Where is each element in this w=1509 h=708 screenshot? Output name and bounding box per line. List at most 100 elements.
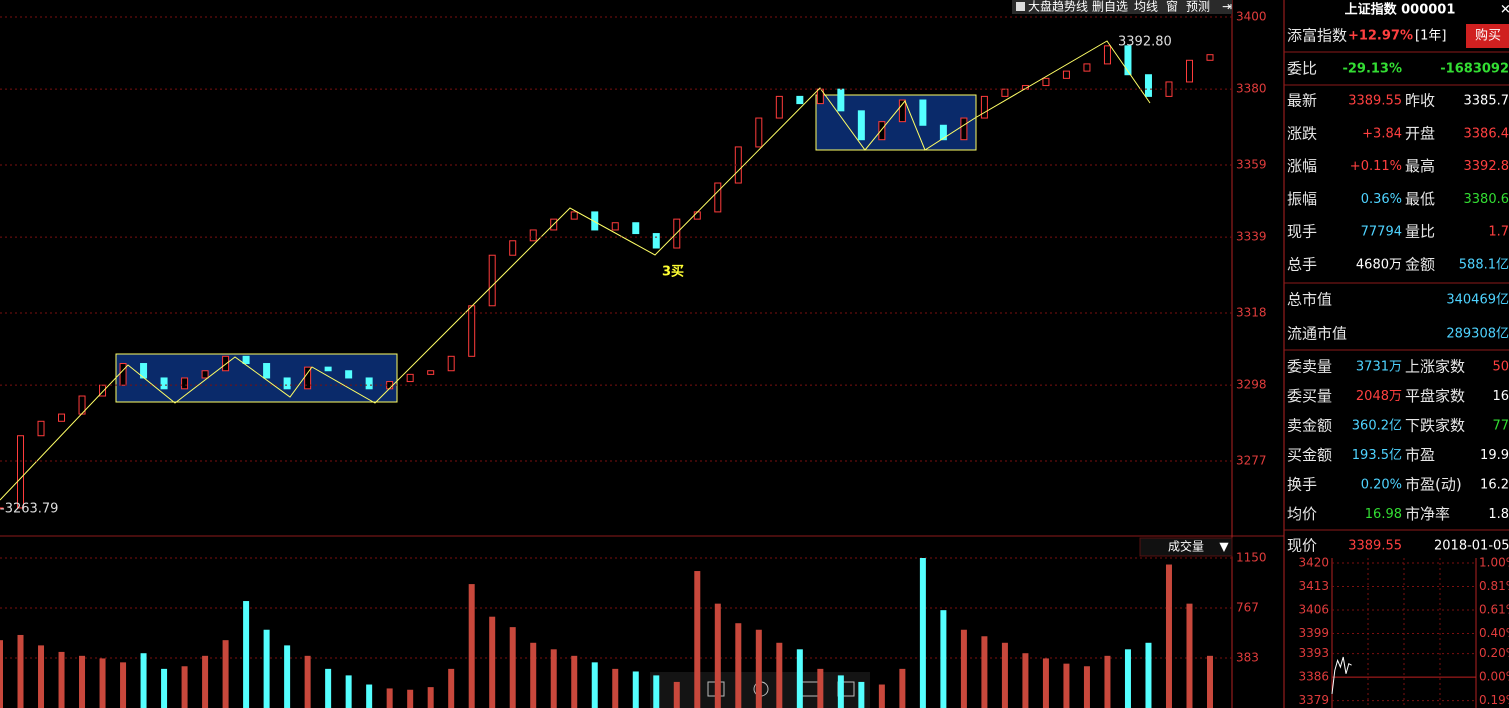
y-tick-label: 1150: [1236, 551, 1267, 565]
quote-value: 4680万: [1356, 258, 1402, 273]
quote-label: 均价: [1287, 505, 1317, 523]
candle: [406, 373, 414, 383]
checkbox[interactable]: [1016, 2, 1025, 11]
quote-title: 上证指数 000001: [1345, 2, 1456, 18]
candle: [304, 366, 312, 390]
quote-label: 总市值: [1287, 291, 1332, 309]
candle: [58, 413, 66, 422]
volume-bar: [1165, 564, 1172, 708]
volume-bar: [161, 668, 168, 708]
y-tick-label: 3399: [1298, 626, 1329, 640]
quote-value: 289308亿: [1446, 327, 1509, 342]
y-tick-label: 3277: [1236, 453, 1267, 467]
candle: [427, 370, 435, 375]
now-date: 2018-01-05,五: [1434, 539, 1509, 554]
toolbar-button[interactable]: 窗: [1166, 0, 1178, 14]
quote-label: 涨幅: [1287, 157, 1317, 175]
candle: [529, 229, 537, 242]
candle: [1124, 45, 1132, 76]
annotation: 3392.80: [1118, 35, 1172, 50]
toolbar-icon[interactable]: ⇥: [1222, 0, 1232, 14]
candle: [611, 222, 619, 231]
volume-bar: [222, 640, 229, 708]
buy-button[interactable]: [1466, 24, 1509, 48]
candle: [878, 121, 886, 141]
ratio-value: -29.13%: [1342, 62, 1402, 77]
quote-value: +3.84: [1362, 126, 1402, 141]
volume-bar: [0, 640, 3, 708]
fund-value: +12.97%: [1348, 29, 1413, 44]
volume-bar: [448, 668, 455, 708]
y-tick-label: 767: [1236, 600, 1259, 614]
quote-value: 193.5亿: [1352, 448, 1402, 463]
candle: [898, 99, 906, 123]
volume-bar: [1001, 642, 1008, 708]
candle: [939, 124, 947, 141]
y-tick-label: 3339: [1236, 230, 1267, 244]
candle: [714, 182, 722, 213]
volume-bar: [530, 642, 537, 708]
ratio-label: 委比: [1287, 60, 1317, 78]
y-tick-label: 3400: [1236, 9, 1267, 23]
toolbar-button[interactable]: 均线: [1134, 0, 1158, 14]
candle: [857, 110, 865, 141]
fund-period: [1年]: [1415, 29, 1446, 44]
volume-bar: [776, 642, 783, 708]
candle: [17, 435, 25, 509]
quote-label: 最高: [1405, 157, 1435, 175]
quote-label: 金额: [1405, 256, 1435, 274]
indicator-name: 成交量: [1168, 539, 1204, 554]
toolbar: [1012, 0, 1232, 14]
candle: [796, 95, 804, 105]
volume-bar: [38, 645, 45, 708]
pct-label: 0.61%: [1479, 603, 1509, 617]
quote-value: 1.7: [1488, 225, 1509, 240]
candle: [1062, 70, 1070, 79]
y-tick-label: 3298: [1236, 378, 1267, 392]
candle: [837, 88, 845, 112]
quote-value: 77: [1492, 419, 1509, 434]
consolidation-box: [815, 94, 977, 151]
volume-bar: [735, 623, 742, 708]
now-label: 现价: [1287, 537, 1317, 555]
quote-value: 3386.4: [1464, 126, 1509, 141]
volume-bar: [243, 601, 250, 708]
volume-bar: [468, 584, 475, 708]
volume-bar: [1104, 655, 1111, 708]
pct-label: 0.40%: [1479, 626, 1509, 640]
volume-bar: [325, 668, 332, 708]
volume-bar: [1145, 642, 1152, 708]
close-button[interactable]: ✕: [1500, 3, 1509, 18]
quote-label: 振幅: [1287, 190, 1317, 208]
candle: [570, 211, 578, 220]
quote-value: 3385.7: [1464, 94, 1509, 109]
volume-bar: [407, 689, 414, 708]
candle: [1042, 77, 1050, 87]
ratio-volume: -1683092: [1440, 62, 1509, 77]
volume-bar: [386, 688, 393, 708]
volume-bar: [99, 658, 106, 708]
volume-bar: [571, 655, 578, 708]
toolbar-button[interactable]: 大盘趋势线: [1028, 0, 1088, 14]
y-tick-label: 3318: [1236, 305, 1267, 319]
volume-bar: [694, 571, 701, 708]
buy-button-label[interactable]: 购买: [1475, 28, 1501, 44]
quote-value: 19.9: [1480, 448, 1509, 463]
dropdown-arrow[interactable]: ▼: [1219, 540, 1229, 554]
candle: [365, 377, 373, 390]
trend-line: [0, 40, 1151, 501]
quote-value: 0.20%: [1361, 478, 1402, 493]
volume-bar: [366, 684, 373, 708]
quote-label: 市净率: [1405, 505, 1450, 523]
quote-value: 16.2: [1480, 478, 1509, 493]
toolbar-button[interactable]: 删自选: [1092, 0, 1128, 14]
candle: [919, 99, 927, 126]
quote-label: 市盈: [1405, 446, 1435, 464]
volume-bar: [714, 603, 721, 708]
indicator-select[interactable]: [1139, 537, 1233, 557]
toolbar-button[interactable]: 预测: [1186, 0, 1210, 14]
candle: [652, 233, 660, 249]
candle: [980, 95, 988, 119]
candle: [119, 363, 127, 386]
